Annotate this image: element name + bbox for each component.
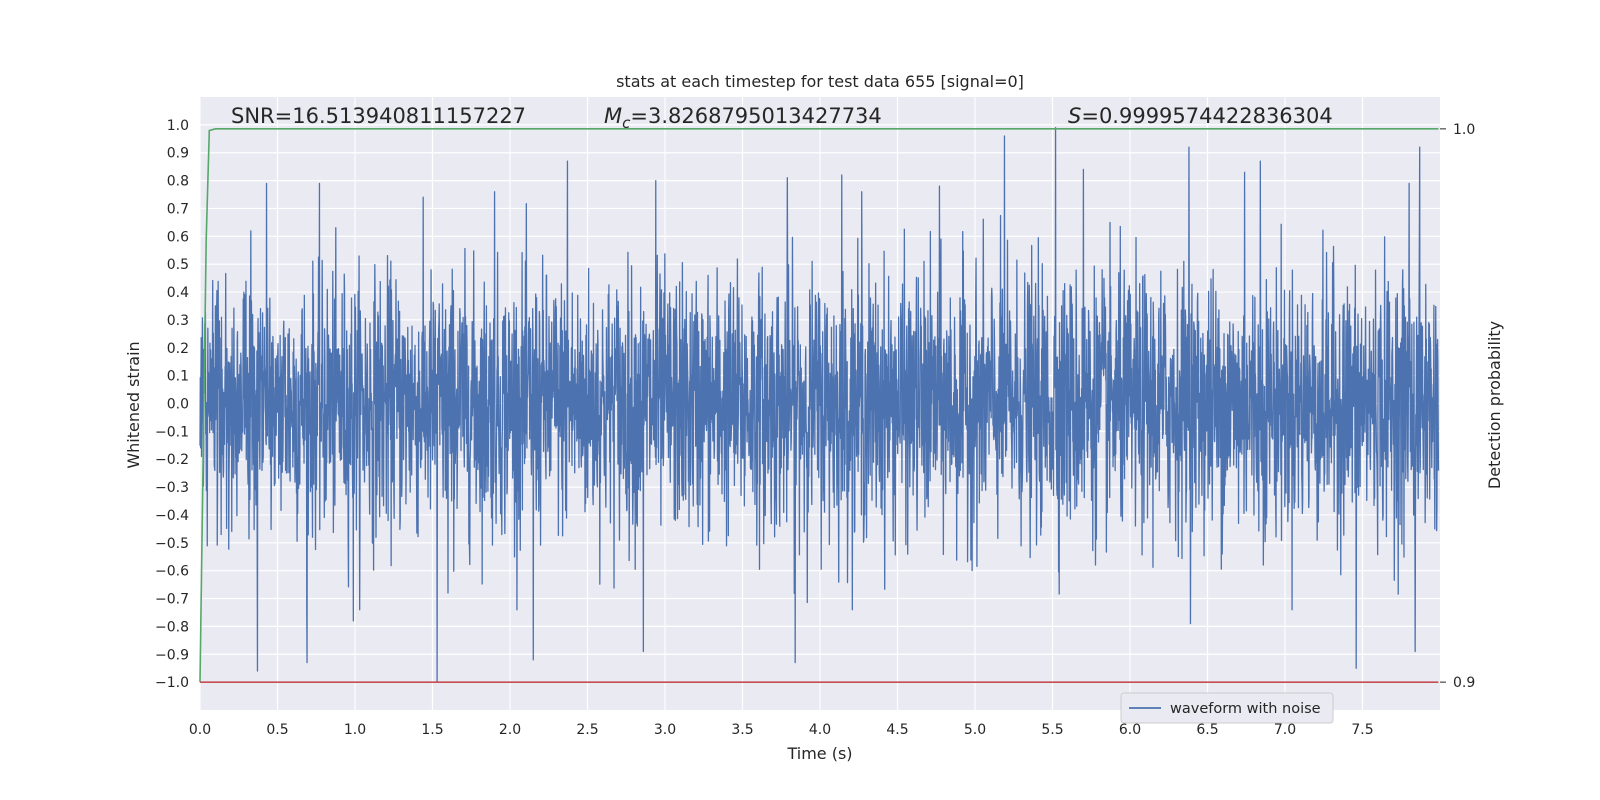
legend-box (1120, 692, 1334, 724)
y-tick-label: 1.0 (167, 118, 189, 134)
x-tick-label: 0.5 (266, 722, 288, 738)
y-tick-label: 0.0 (167, 397, 189, 413)
x-tick-label: 3.5 (731, 722, 753, 738)
y2-axis-label: Detection probability (1485, 321, 1504, 489)
x-tick-label: 6.5 (1196, 722, 1218, 738)
y-tick-label: −0.5 (155, 536, 189, 552)
x-tick-label: 0.0 (189, 722, 211, 738)
x-axis-label: Time (s) (786, 744, 852, 763)
x-tick-label: 2.5 (576, 722, 598, 738)
annotation-chirp-mass: Mc=3.8268795013427734 (604, 104, 882, 132)
x-tick-label: 2.0 (499, 722, 521, 738)
y-tick-label: 0.3 (167, 313, 189, 329)
tick-labels: 0.0 0.5 1.0 1.5 2.0 2.5 3.0 3.5 4.0 4.5 5.0 5.5 6.0 6… (155, 118, 1475, 738)
y-tick-label: 0.6 (167, 229, 189, 245)
y-tick-label: −0.3 (155, 480, 189, 496)
x-tick-label: 7.5 (1351, 722, 1373, 738)
y-tick-label: −0.2 (155, 452, 189, 468)
y2-tick-label: 0.9 (1453, 675, 1475, 691)
y-tick-label: 0.8 (167, 174, 189, 190)
x-tick-label: 6.0 (1119, 722, 1141, 738)
y-tick-label: 0.7 (167, 201, 189, 217)
y-tick-label: 0.1 (167, 369, 189, 385)
x-tick-label: 1.0 (344, 722, 366, 738)
legend-label-waveform: waveform with noise (1170, 701, 1321, 717)
x-tick-label: 7.0 (1274, 722, 1296, 738)
x-tick-label: 1.5 (421, 722, 443, 738)
y-tick-label: −0.9 (155, 647, 189, 663)
y-tick-label: −0.8 (155, 619, 189, 635)
y-tick-label: −0.4 (155, 508, 189, 524)
y-tick-label: 0.9 (167, 146, 189, 162)
y-tick-label: 0.2 (167, 341, 189, 357)
x-tick-label: 5.0 (964, 722, 986, 738)
x-tick-label: 3.0 (654, 722, 676, 738)
detection-probability-line (199, 128, 1439, 683)
annotations: SNR=16.513940811157227 Mc=3.8268795013427… (231, 104, 1333, 132)
x-tick-label: 4.0 (809, 722, 831, 738)
y-tick-label: −0.6 (155, 564, 189, 580)
annotation-score: S=0.9999574422836304 (1068, 104, 1333, 128)
y2-tick-label: 1.0 (1453, 122, 1475, 138)
y-tick-label: −0.7 (155, 592, 189, 608)
y-tick-label: 0.5 (167, 257, 189, 273)
waveform-series-line (199, 127, 1440, 683)
annotation-snr: SNR=16.513940811157227 (231, 104, 526, 128)
x-tick-label: 4.5 (886, 722, 908, 738)
y-tick-label: −0.1 (155, 424, 189, 440)
series-layer (199, 127, 1440, 683)
chart-title: stats at each timestep for test data 655… (616, 72, 1024, 91)
x-tick-label: 5.5 (1041, 722, 1063, 738)
y-tick-label: −1.0 (155, 675, 189, 691)
y-tick-label: 0.4 (167, 285, 189, 301)
y-axis-label: Whitened strain (124, 341, 143, 468)
legend: waveform with noise (1120, 692, 1334, 724)
